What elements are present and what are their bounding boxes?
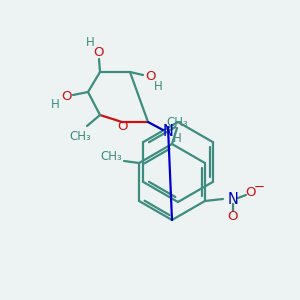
- Text: H: H: [85, 37, 94, 50]
- Text: N: N: [227, 191, 238, 206]
- Text: O: O: [145, 70, 155, 83]
- Text: N: N: [163, 124, 173, 140]
- Text: O: O: [118, 121, 128, 134]
- Text: O: O: [246, 187, 256, 200]
- Text: CH₃: CH₃: [69, 130, 91, 142]
- Text: H: H: [51, 98, 59, 112]
- Text: O: O: [61, 91, 71, 103]
- Text: O: O: [93, 46, 103, 59]
- Text: CH₃: CH₃: [100, 149, 122, 163]
- Text: −: −: [253, 181, 265, 194]
- Text: H: H: [154, 80, 162, 92]
- Text: H: H: [172, 131, 182, 145]
- Text: O: O: [228, 211, 238, 224]
- Text: CH₃: CH₃: [166, 116, 188, 128]
